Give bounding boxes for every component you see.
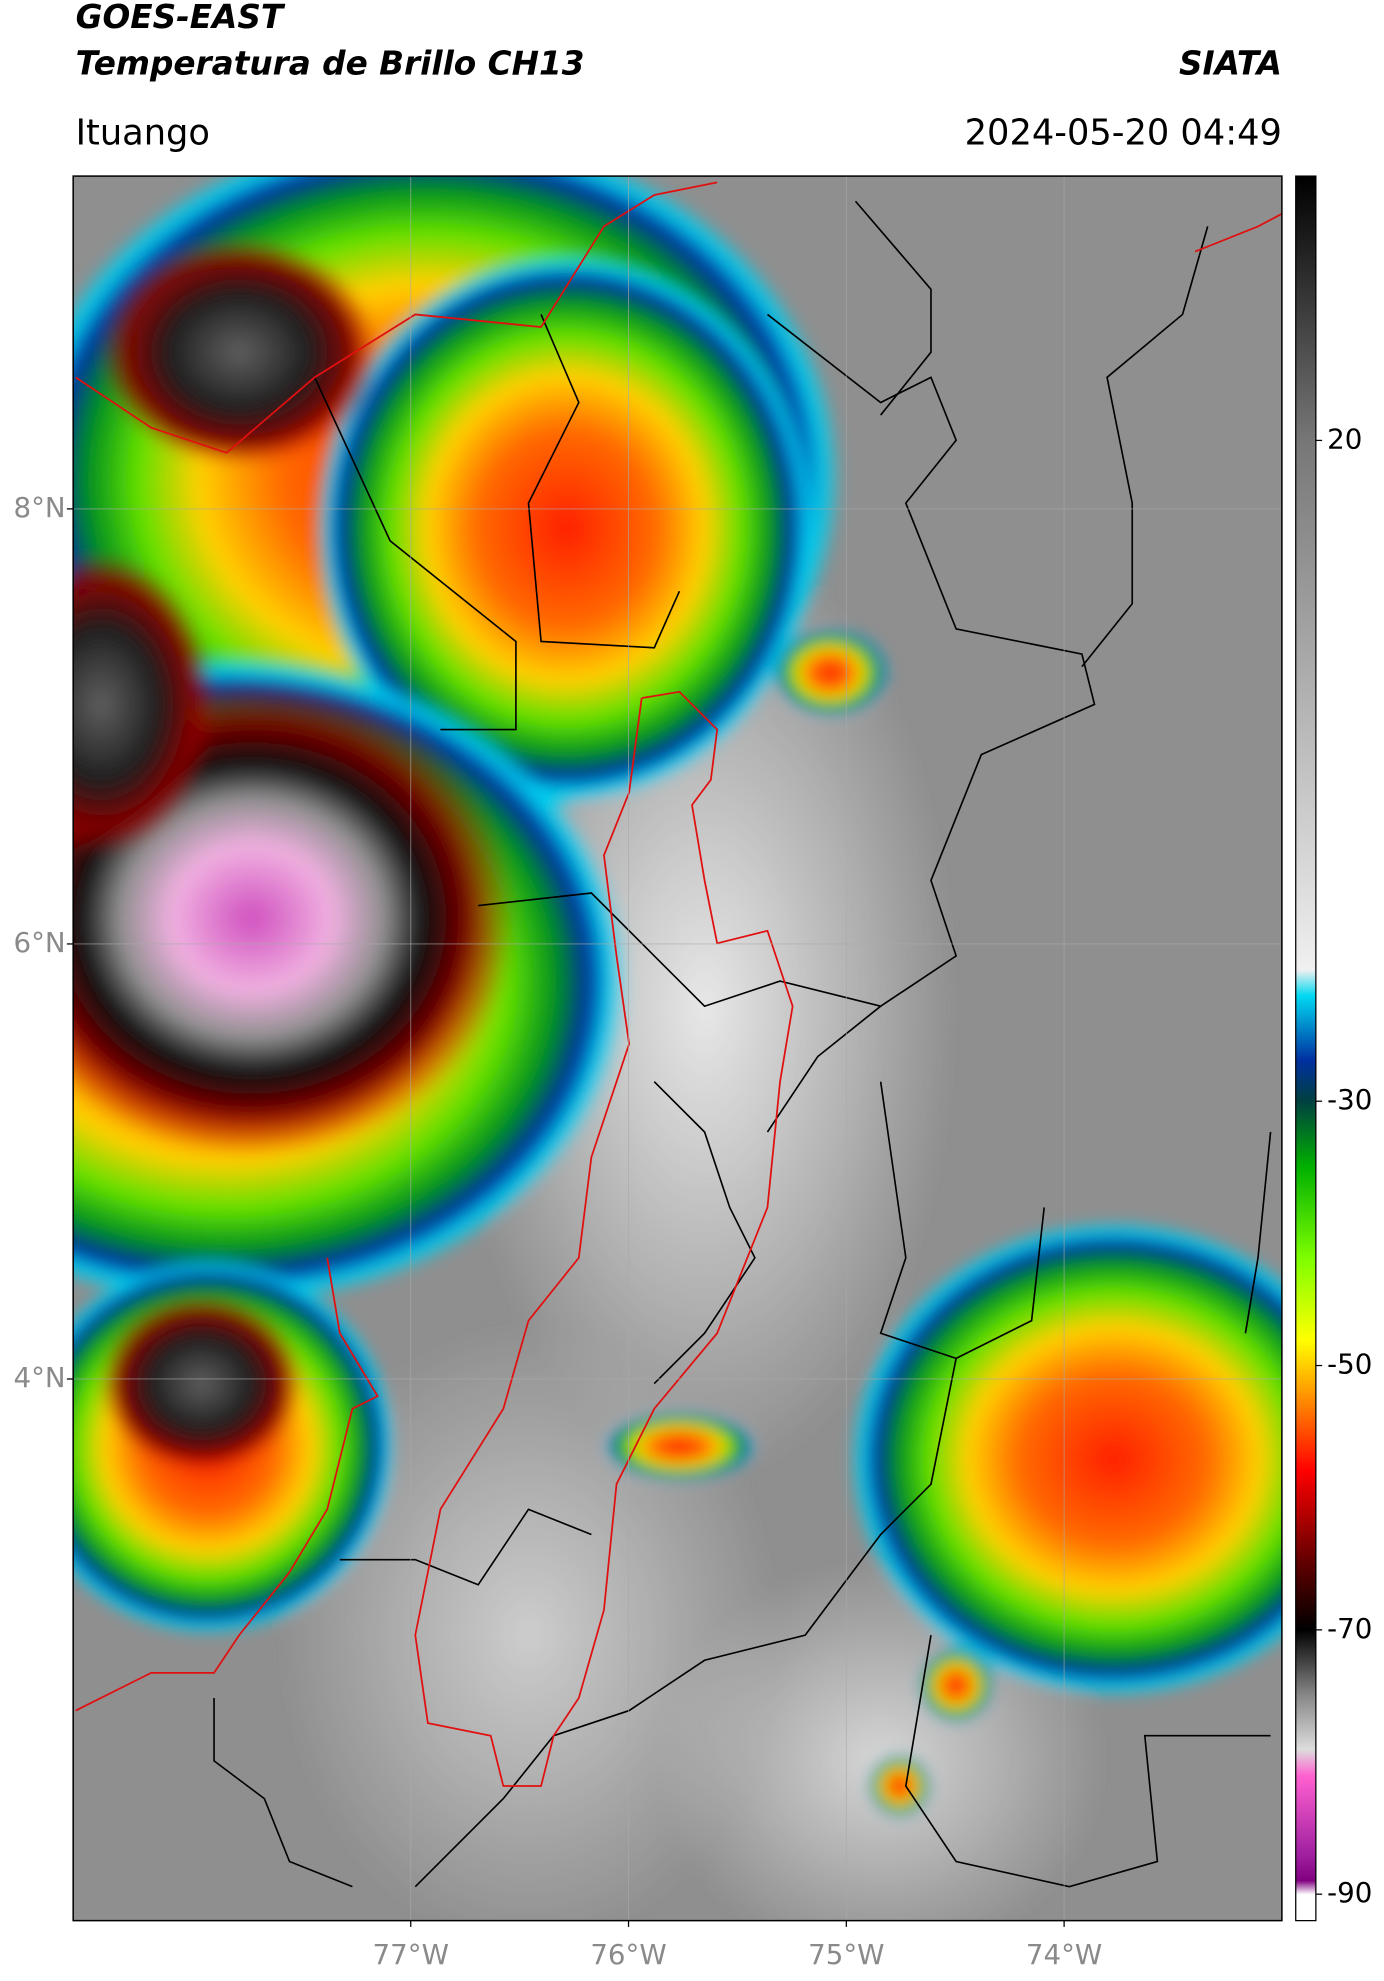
region: Ituango: [76, 113, 210, 154]
lon-tick-label: 75°W: [808, 1938, 884, 1971]
title-line2: Temperatura de Brillo CH13: [76, 44, 585, 82]
colorbar: [1295, 175, 1317, 1922]
colorbar-tick-label: 20: [1327, 422, 1362, 455]
source: SIATA: [1179, 44, 1282, 82]
datetime: 2024-05-20 04:49: [965, 113, 1282, 154]
satellite-image: [73, 176, 1282, 1921]
lat-tick-label: 4°N: [14, 1361, 66, 1394]
map-frame: [72, 175, 1283, 1922]
lat-tick-label: 6°N: [14, 926, 66, 959]
colorbar-tick-label: -70: [1327, 1612, 1372, 1645]
graticule: [73, 176, 1282, 1921]
lon-tick-label: 76°W: [590, 1938, 666, 1971]
lon-tick-label: 77°W: [373, 1938, 449, 1971]
title-line1: GOES-EAST: [76, 0, 286, 36]
colorbar-tick-label: -90: [1327, 1876, 1372, 1909]
lon-tick-label: 74°W: [1026, 1938, 1102, 1971]
colorbar-tick-label: -30: [1327, 1083, 1372, 1116]
colorbar-tick-label: -50: [1327, 1348, 1372, 1381]
lat-tick-label: 8°N: [14, 491, 66, 524]
